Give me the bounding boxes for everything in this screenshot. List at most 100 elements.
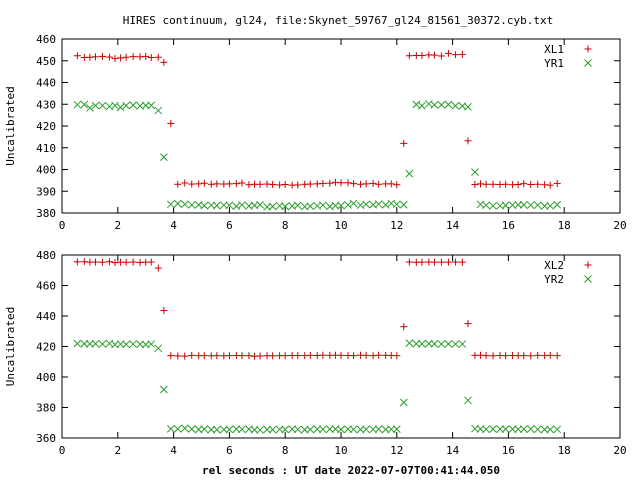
data-point: [381, 425, 390, 434]
data-point: [451, 101, 460, 110]
data-point: [207, 425, 216, 434]
data-point: [458, 340, 467, 348]
data-point: [80, 339, 89, 348]
data-point: [306, 202, 315, 211]
data-point: [219, 425, 228, 434]
data-point: [294, 181, 302, 189]
data-point: [546, 201, 555, 210]
legend-label: YR1: [544, 57, 564, 70]
data-point: [154, 264, 162, 272]
data-point: [225, 201, 234, 210]
data-point: [154, 106, 163, 115]
data-point: [546, 181, 554, 189]
data-point: [147, 258, 155, 266]
data-point: [281, 352, 289, 360]
data-point: [482, 352, 490, 360]
data-point: [405, 339, 414, 347]
legend-marker: [584, 275, 592, 283]
x-tick-label: 6: [226, 444, 233, 457]
data-point: [111, 101, 119, 110]
data-point: [437, 101, 446, 109]
data-point: [275, 425, 284, 434]
data-point: [225, 180, 233, 188]
data-point: [268, 425, 277, 434]
x-tick-label: 16: [502, 219, 515, 232]
legend-marker: [584, 45, 592, 53]
data-point: [482, 425, 490, 434]
y-tick-label: 460: [36, 280, 56, 293]
chart-title: HIRES continuum, gl24, file:Skynet_59767…: [123, 14, 553, 27]
y-axis-label: Uncalibrated: [4, 307, 17, 386]
data-point: [430, 51, 438, 59]
data-point: [337, 179, 345, 187]
data-point: [451, 51, 459, 59]
data-point: [174, 180, 182, 188]
data-point: [80, 100, 89, 109]
data-point: [437, 52, 445, 60]
data-point: [393, 352, 401, 360]
x-tick-label: 14: [446, 444, 460, 457]
series-XL2: [73, 258, 561, 360]
data-point: [238, 352, 246, 360]
data-point: [527, 352, 535, 360]
data-point: [319, 201, 327, 210]
data-point: [520, 352, 528, 360]
data-point: [387, 425, 396, 434]
y-tick-label: 430: [36, 98, 56, 111]
data-point: [533, 425, 542, 434]
x-tick-label: 2: [114, 444, 121, 457]
y-tick-label: 390: [36, 185, 56, 198]
data-point: [553, 179, 561, 187]
data-point: [232, 180, 240, 188]
data-point: [98, 52, 106, 60]
data-point: [464, 103, 472, 111]
data-point: [141, 101, 150, 110]
y-tick-label: 420: [36, 120, 56, 133]
legend-label: XL1: [544, 43, 564, 56]
y-tick-label: 360: [36, 432, 56, 445]
x-tick-label: 6: [226, 219, 233, 232]
data-point: [181, 179, 189, 187]
data-point: [546, 351, 554, 359]
y-axis-label: Uncalibrated: [4, 86, 17, 165]
data-point: [362, 180, 370, 188]
data-point: [154, 344, 163, 353]
data-point: [129, 101, 137, 109]
data-point: [553, 425, 562, 434]
data-point: [489, 352, 497, 360]
data-point: [392, 425, 401, 434]
data-point: [375, 180, 383, 188]
data-point: [519, 200, 528, 209]
y-tick-label: 400: [36, 164, 56, 177]
data-point: [514, 200, 523, 209]
data-point: [159, 153, 168, 161]
data-point: [142, 52, 150, 60]
y-tick-label: 450: [36, 55, 56, 68]
data-point: [105, 258, 113, 266]
y-tick-label: 420: [36, 341, 56, 354]
data-point: [281, 425, 290, 434]
data-point: [331, 201, 340, 210]
x-tick-label: 2: [114, 219, 121, 232]
data-point: [122, 258, 130, 266]
data-point: [232, 425, 241, 434]
data-point: [269, 352, 277, 360]
y-tick-label: 480: [36, 249, 56, 262]
data-point: [502, 352, 510, 360]
data-point: [212, 425, 221, 434]
data-point: [188, 180, 196, 188]
data-point: [173, 199, 182, 208]
data-point: [344, 201, 352, 209]
data-point: [412, 339, 421, 348]
data-point: [514, 425, 523, 434]
data-point: [313, 425, 322, 434]
data-point: [263, 425, 271, 434]
data-point: [496, 425, 504, 434]
data-point: [188, 351, 196, 359]
data-point: [381, 201, 390, 209]
data-point: [350, 180, 358, 188]
data-point: [482, 180, 490, 188]
data-point: [181, 352, 189, 360]
data-point: [356, 425, 365, 434]
data-point: [349, 199, 358, 208]
